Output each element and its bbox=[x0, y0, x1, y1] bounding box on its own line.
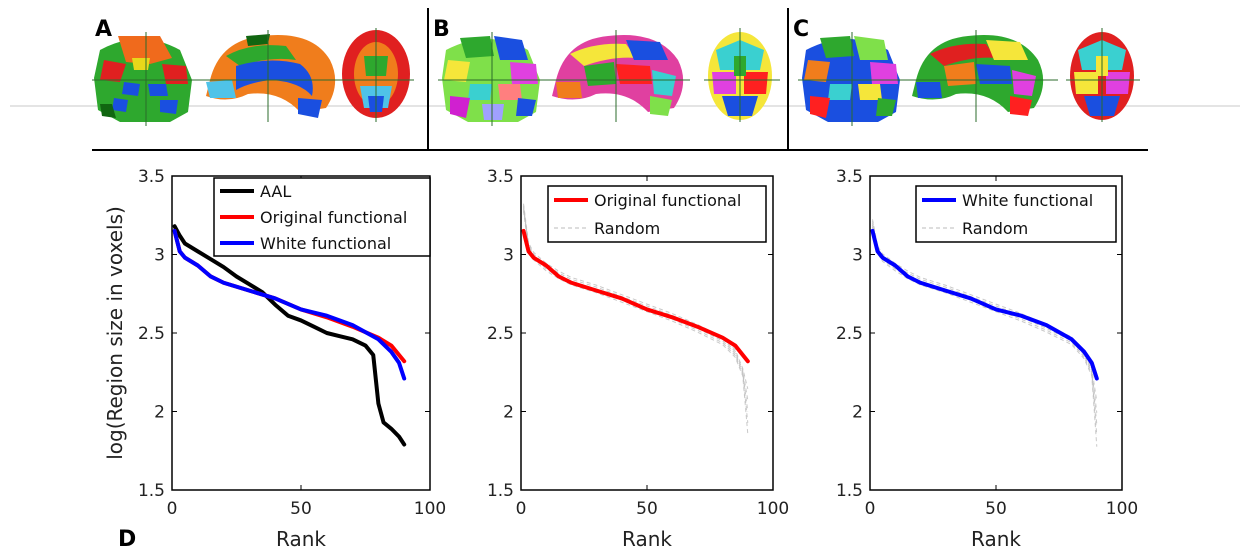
brain-coronal-a bbox=[340, 28, 414, 122]
panel-label-c: C bbox=[793, 17, 809, 42]
random-trace-line bbox=[523, 211, 749, 435]
y-axis-label: log(Region size in voxels) bbox=[103, 206, 127, 460]
random-trace-line bbox=[872, 221, 1098, 413]
brain-sagittal-a bbox=[200, 30, 340, 122]
random-trace-line bbox=[872, 223, 1098, 425]
x-tick-label: 100 bbox=[414, 499, 446, 519]
atlas-panel-c bbox=[798, 28, 1140, 126]
random-trace-line bbox=[872, 224, 1098, 436]
legend-entry: Original functional bbox=[594, 191, 741, 210]
series-line-white-functional bbox=[172, 228, 407, 381]
x-tick-label: 50 bbox=[636, 499, 658, 519]
chart-d-middle: 1.5 2 2.5 3 3.5 0 50 100 Rank Original functional… bbox=[487, 167, 789, 551]
legend-entry: Random bbox=[962, 219, 1028, 238]
y-tick-label: 2 bbox=[852, 403, 863, 423]
brain-atlas-panels: A B C bbox=[10, 8, 1240, 151]
y-tick-label: 3 bbox=[852, 246, 863, 266]
x-tick-label: 0 bbox=[167, 499, 178, 519]
y-tick-label: 2.5 bbox=[836, 324, 863, 344]
series-line-aal bbox=[172, 224, 407, 447]
legend-box bbox=[547, 185, 767, 243]
legend-entry: White functional bbox=[962, 191, 1093, 210]
y-tick-label: 3.5 bbox=[487, 167, 514, 187]
brain-coronal-b bbox=[704, 28, 780, 122]
x-tick-label: 50 bbox=[985, 499, 1007, 519]
brain-axial-a bbox=[92, 32, 200, 126]
x-tick-label: 50 bbox=[290, 499, 312, 519]
panel-label-b: B bbox=[433, 17, 450, 42]
panel-label-d: D bbox=[118, 527, 136, 552]
x-tick-label: 100 bbox=[757, 499, 789, 519]
y-tick-label: 2.5 bbox=[487, 324, 514, 344]
y-tick-label: 3.5 bbox=[836, 167, 863, 187]
x-axis-label: Rank bbox=[971, 527, 1021, 551]
y-tick-label: 3 bbox=[154, 246, 165, 266]
x-tick-label: 100 bbox=[1106, 499, 1138, 519]
brain-axial-c bbox=[798, 32, 908, 126]
atlas-panel-b bbox=[438, 28, 780, 126]
legend-entry: AAL bbox=[260, 182, 291, 201]
series-line-original-functional bbox=[521, 228, 750, 364]
random-trace-line bbox=[872, 219, 1098, 402]
y-tick-label: 1.5 bbox=[138, 481, 165, 501]
y-tick-label: 2 bbox=[154, 403, 165, 423]
chart-d-left: 1.5 2 2.5 3 3.5 0 50 100 Rank log(Region size in … bbox=[103, 167, 446, 551]
y-tick-label: 1.5 bbox=[487, 481, 514, 501]
x-axis-label: Rank bbox=[276, 527, 326, 551]
panel-label-a: A bbox=[95, 17, 112, 42]
brain-sagittal-b bbox=[548, 30, 690, 122]
legend-box bbox=[915, 185, 1117, 243]
y-tick-label: 2.5 bbox=[138, 324, 165, 344]
y-tick-label: 3 bbox=[503, 246, 514, 266]
random-trace-line bbox=[872, 226, 1098, 447]
series-line-white-functional bbox=[870, 228, 1099, 381]
x-tick-label: 0 bbox=[516, 499, 527, 519]
x-tick-label: 0 bbox=[865, 499, 876, 519]
legend-entry: White functional bbox=[260, 234, 391, 253]
legend-entry: Original functional bbox=[260, 208, 407, 227]
brain-axial-b bbox=[438, 32, 548, 126]
x-axis-label: Rank bbox=[622, 527, 672, 551]
brain-coronal-c bbox=[1066, 28, 1140, 122]
y-tick-label: 1.5 bbox=[836, 481, 863, 501]
brain-sagittal-c bbox=[908, 30, 1058, 122]
random-trace-line bbox=[523, 203, 749, 390]
chart-d-right: 1.5 2 2.5 3 3.5 0 50 100 Rank White functional Ran… bbox=[836, 167, 1138, 551]
y-tick-label: 3.5 bbox=[138, 167, 165, 187]
atlas-panel-a bbox=[92, 28, 414, 126]
legend-entry: Random bbox=[594, 219, 660, 238]
y-tick-label: 2 bbox=[503, 403, 514, 423]
